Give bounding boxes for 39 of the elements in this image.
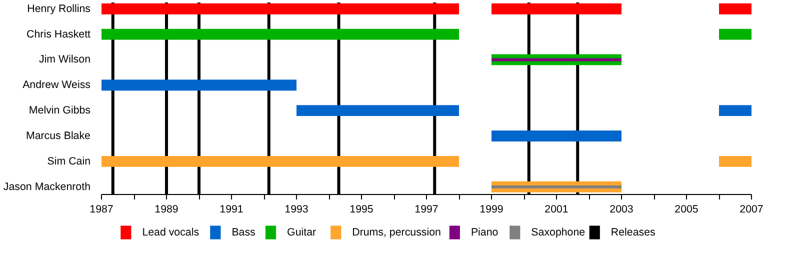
bar xyxy=(102,3,459,14)
y-tick-label: Andrew Weiss xyxy=(22,79,91,92)
legend-label: Guitar xyxy=(287,226,317,238)
x-tick-label: 2001 xyxy=(544,204,568,216)
y-tick-label: Marcus Blake xyxy=(26,130,91,142)
y-tick-label: Sim Cain xyxy=(47,155,91,168)
legend-label: Piano xyxy=(470,226,498,238)
y-tick-label: Melvin Gibbs xyxy=(28,104,91,117)
bar xyxy=(492,130,622,142)
legend-label: Drums, percussion xyxy=(352,226,442,238)
bar xyxy=(492,185,622,188)
y-tick-label: Henry Rollins xyxy=(27,2,91,15)
bar xyxy=(719,156,752,167)
x-tick-label: 1989 xyxy=(154,204,178,216)
y-tick-label: Jason Mackenroth xyxy=(3,180,91,193)
bar xyxy=(719,3,752,14)
x-tick-label: 1995 xyxy=(350,204,374,216)
x-tick-label: 2007 xyxy=(740,204,764,216)
x-tick-label: 1999 xyxy=(480,204,504,216)
x-tick-label: 1991 xyxy=(220,204,244,216)
legend-label: Saxophone xyxy=(531,226,586,238)
bar xyxy=(492,3,622,14)
bar xyxy=(719,105,752,116)
y-tick-label: Jim Wilson xyxy=(38,54,91,66)
bar xyxy=(102,156,459,167)
x-tick-label: 1993 xyxy=(284,204,308,216)
x-tick-label: 2005 xyxy=(674,204,698,216)
x-tick-label: 1987 xyxy=(90,204,114,216)
x-tick-label: 2003 xyxy=(610,204,634,216)
legend-label: Lead vocals xyxy=(142,226,200,238)
bar xyxy=(102,80,296,91)
bar xyxy=(719,28,752,40)
bar xyxy=(102,28,459,40)
bar xyxy=(492,58,622,62)
legend-label: Releases xyxy=(610,226,656,238)
y-tick-label: Chris Haskett xyxy=(26,28,91,40)
x-tick-label: 1997 xyxy=(414,204,438,216)
legend-label: Bass xyxy=(232,226,256,238)
bar xyxy=(296,105,459,116)
